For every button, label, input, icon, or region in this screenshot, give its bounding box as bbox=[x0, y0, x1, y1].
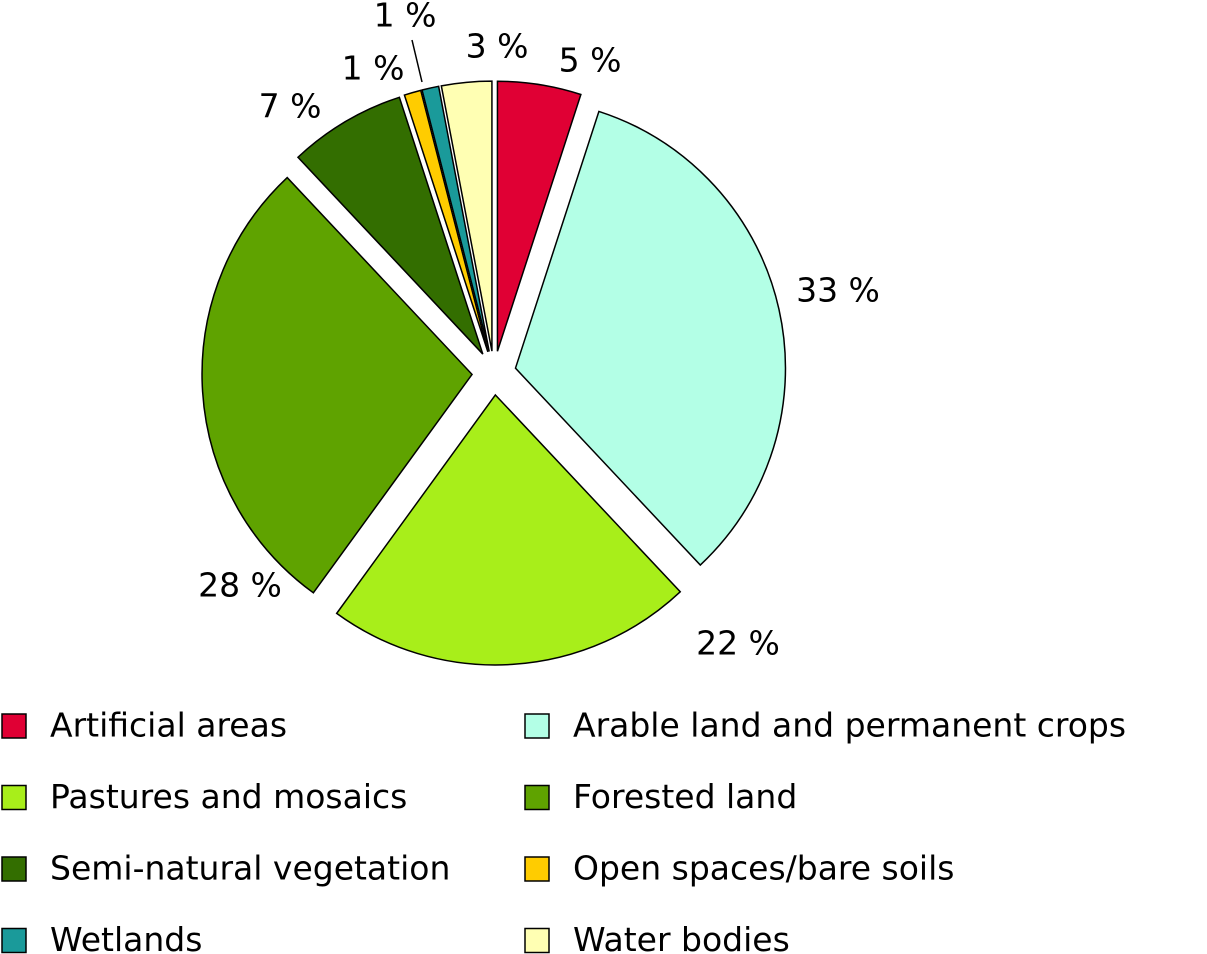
legend-label: Pastures and mosaics bbox=[50, 777, 407, 816]
pie-slice bbox=[403, 89, 489, 353]
data-label: 5 % bbox=[559, 41, 622, 80]
legend-label: Forested land bbox=[573, 777, 797, 816]
legend-label: Open spaces/bare soils bbox=[573, 849, 954, 888]
legend-label: Arable land and permanent crops bbox=[573, 706, 1126, 745]
legend-label: Artificial areas bbox=[50, 706, 287, 745]
data-label: 7 % bbox=[259, 87, 322, 126]
pie-slice bbox=[335, 393, 682, 666]
pie-slice bbox=[496, 80, 582, 352]
legend-label: Semi-natural vegetation bbox=[50, 849, 450, 888]
legend-swatch bbox=[1, 713, 27, 739]
legend-swatch bbox=[524, 713, 550, 739]
legend-swatch bbox=[524, 784, 550, 811]
pie-slice bbox=[440, 80, 493, 352]
data-label: 22 % bbox=[696, 624, 780, 663]
pie-slice bbox=[514, 110, 787, 567]
data-label: 33 % bbox=[796, 271, 880, 310]
legend-label: Water bodies bbox=[573, 920, 790, 954]
legend-label: Wetlands bbox=[50, 920, 202, 954]
legend-swatch bbox=[1, 927, 27, 954]
data-label: 1 % bbox=[342, 49, 405, 88]
data-label: 3 % bbox=[466, 27, 529, 66]
data-label: 28 % bbox=[198, 566, 282, 605]
pie-slice bbox=[421, 85, 490, 352]
pie-slice bbox=[201, 176, 474, 594]
legend-swatch bbox=[1, 856, 27, 882]
legend-swatch bbox=[524, 856, 550, 882]
data-label: 1 % bbox=[374, 0, 437, 35]
pie-slice bbox=[296, 96, 484, 355]
legend-swatch bbox=[1, 784, 27, 811]
leader-line bbox=[411, 39, 423, 83]
legend-swatch bbox=[524, 927, 550, 954]
